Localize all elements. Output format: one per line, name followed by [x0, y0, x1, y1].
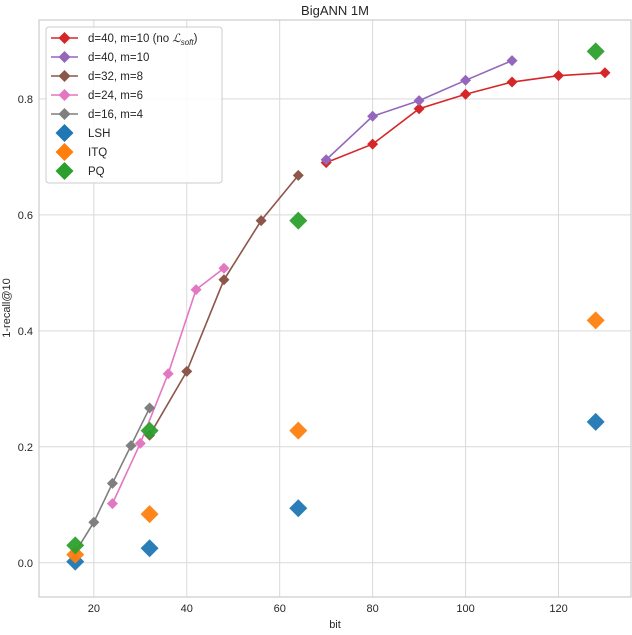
data-point — [162, 368, 174, 380]
legend-label-math: ℒ — [172, 33, 181, 45]
data-point — [134, 437, 146, 449]
legend-item: ITQ — [55, 143, 107, 161]
legend-label: PQ — [88, 166, 105, 178]
ticks: 20 40 60 80 100 120 0.0 0.2 0.4 0.6 0.8 — [18, 94, 568, 615]
series-d-40-m-10 — [320, 55, 518, 166]
data-point — [140, 539, 159, 558]
data-point — [255, 215, 267, 227]
x-tick-label: 40 — [181, 603, 193, 615]
data-point — [367, 110, 379, 122]
legend-label: d=40, m=10 (no ℒsoft) — [88, 33, 198, 47]
marks — [66, 42, 611, 571]
legend-item: LSH — [55, 124, 110, 142]
data-point — [106, 477, 118, 489]
legend-label-end: ) — [194, 33, 198, 45]
data-point — [125, 440, 137, 452]
plot-frame — [38, 19, 632, 598]
data-point — [181, 365, 193, 377]
legend-item: PQ — [55, 162, 105, 180]
series-d-40-m-10-no-l-soft- — [320, 67, 611, 169]
data-point — [460, 88, 472, 100]
legend-item: d=40, m=10 (no ℒsoft) — [51, 32, 198, 47]
series-lsh — [66, 412, 605, 571]
legend-item: d=24, m=6 — [51, 89, 143, 102]
x-tick-label: 60 — [274, 603, 286, 615]
y-tick-label: 0.4 — [18, 326, 33, 338]
x-tick-label: 100 — [456, 603, 474, 615]
x-tick-label: 20 — [88, 603, 100, 615]
data-point — [140, 421, 159, 440]
data-point — [460, 74, 472, 86]
data-point — [289, 211, 308, 230]
legend-label: d=32, m=8 — [88, 71, 143, 83]
data-point — [506, 76, 518, 88]
legend-label: LSH — [88, 128, 110, 140]
legend-marker — [58, 108, 71, 120]
series-d-32-m-8 — [144, 169, 304, 441]
data-point — [553, 70, 565, 82]
data-point — [218, 274, 230, 286]
legend-marker — [58, 70, 71, 82]
legend-label: ITQ — [88, 147, 107, 159]
legend-marker — [58, 89, 71, 101]
legend-label: d=16, m=4 — [88, 109, 144, 121]
legend-marker — [58, 51, 71, 63]
legend-label: d=24, m=6 — [88, 90, 143, 102]
data-point — [292, 169, 304, 181]
data-point — [106, 498, 118, 510]
series-pq — [66, 42, 605, 555]
y-tick-label: 0.2 — [18, 442, 33, 454]
data-point — [599, 67, 611, 79]
legend-item: d=16, m=4 — [51, 108, 144, 121]
data-point — [367, 138, 379, 150]
legend-label: d=40, m=10 — [88, 52, 149, 64]
x-tick-label: 120 — [549, 603, 567, 615]
legend-label-subscript: soft — [181, 38, 195, 47]
y-tick-label: 0.6 — [18, 210, 33, 222]
data-point — [586, 311, 605, 330]
chart-title: BigANN 1M — [301, 3, 369, 18]
data-point — [140, 505, 159, 524]
legend-marker — [58, 32, 71, 44]
legend-marker — [55, 162, 74, 180]
data-point — [88, 516, 100, 528]
data-point — [289, 499, 308, 518]
data-point — [66, 545, 85, 564]
data-point — [506, 55, 518, 67]
series-line — [111, 267, 225, 504]
y-axis-label: 1-recall@10 — [1, 278, 13, 337]
data-point — [218, 262, 230, 274]
data-point — [320, 154, 332, 166]
legend-item: d=40, m=10 — [51, 51, 149, 64]
data-point — [413, 95, 425, 107]
x-tick-label: 80 — [367, 603, 379, 615]
legend: d=40, m=10 (no ℒsoft) d=40, m=10 d=32, m=8… — [45, 26, 223, 184]
legend-marker — [55, 143, 74, 161]
y-tick-label: 0.8 — [18, 94, 33, 106]
series-d-16-m-4 — [69, 402, 156, 558]
data-point — [66, 536, 85, 555]
data-point — [413, 103, 425, 115]
legend-marker — [55, 124, 74, 142]
data-point — [586, 412, 605, 431]
legend-box — [45, 26, 223, 184]
data-point — [586, 42, 605, 61]
data-point — [289, 421, 308, 440]
legend-label-text: d=40, m=10 (no — [88, 33, 172, 45]
legend-item: d=32, m=8 — [51, 70, 143, 83]
data-point — [190, 284, 202, 296]
series-d-24-m-6 — [106, 262, 230, 510]
data-point — [144, 402, 156, 414]
y-tick-label: 0.0 — [18, 558, 33, 570]
x-axis-label: bit — [329, 619, 341, 630]
series-itq — [66, 311, 605, 564]
